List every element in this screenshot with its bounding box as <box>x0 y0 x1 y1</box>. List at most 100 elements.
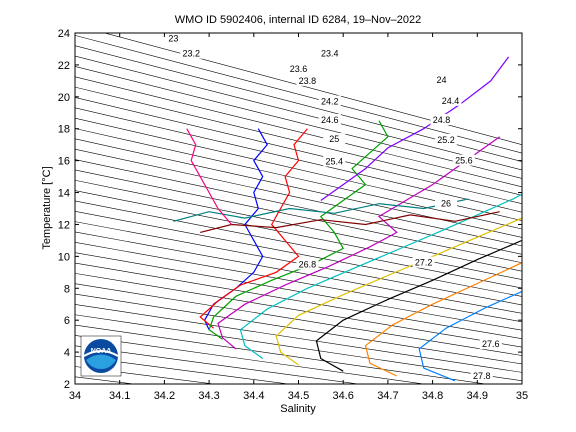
isopycnal-line <box>75 86 522 196</box>
isopycnal-line <box>75 355 291 384</box>
density-label: 26.8 <box>299 259 317 269</box>
isopycnal-line <box>75 138 522 238</box>
profile-line <box>320 56 510 201</box>
isopycnal-line <box>75 66 522 179</box>
density-label: 27.8 <box>473 371 491 381</box>
density-label-bg <box>430 74 453 86</box>
density-label-bg <box>435 197 458 209</box>
density-label-bg <box>470 370 493 382</box>
isopycnal-line <box>75 210 522 297</box>
profile-line <box>199 128 308 329</box>
x-tick-label: 34.6 <box>332 390 353 402</box>
density-label: 27.6 <box>482 339 500 349</box>
density-label-bg <box>162 32 185 44</box>
density-label: 24.8 <box>433 115 451 125</box>
isopycnal-line <box>75 231 522 314</box>
density-label: 23 <box>168 34 178 44</box>
density-label-bg <box>452 154 475 166</box>
isopycnal-line <box>75 97 522 205</box>
density-label: 23.2 <box>182 49 200 59</box>
profile-line <box>208 120 389 340</box>
isopycnal-line <box>75 190 522 280</box>
density-label-bg <box>479 338 502 350</box>
y-tick-label: 8 <box>64 283 70 295</box>
x-tick-label: 34.1 <box>109 390 130 402</box>
density-label-bg <box>412 256 435 268</box>
isopycnal-line <box>75 169 522 264</box>
density-label: 24.4 <box>442 96 460 106</box>
isopycnal-line <box>75 366 216 384</box>
isopycnal-line <box>75 335 426 384</box>
x-tick-label: 34.4 <box>243 390 264 402</box>
x-tick-label: 34.3 <box>198 390 219 402</box>
density-label: 25 <box>329 134 339 144</box>
y-tick-label: 16 <box>58 156 70 168</box>
y-tick-label: 10 <box>58 251 70 263</box>
density-label: 23.8 <box>299 76 317 86</box>
isopycnal-line <box>75 128 522 230</box>
isopycnal-line <box>75 293 522 365</box>
y-axis-label: Temperature [°C] <box>41 166 53 249</box>
density-label-bg <box>287 62 310 74</box>
density-label-bg <box>439 94 462 106</box>
isopycnal-line <box>75 55 522 171</box>
y-tick-label: 22 <box>58 60 70 72</box>
isopycnal-line <box>75 179 522 272</box>
isopycnal-line <box>75 242 522 323</box>
density-label-bg <box>296 74 319 86</box>
noaa-logo-text: NOAA <box>91 348 112 355</box>
density-label: 24 <box>437 75 447 85</box>
density-label: 24.2 <box>321 97 339 107</box>
density-label-bg <box>323 133 346 145</box>
isopycnal-line <box>75 35 522 154</box>
density-label: 27.2 <box>415 258 433 268</box>
isopycnal-line <box>75 262 522 339</box>
isopycnal-line <box>75 159 522 255</box>
isopycnal-line <box>75 148 522 247</box>
density-label: 25.2 <box>437 135 455 145</box>
y-tick-label: 6 <box>64 315 70 327</box>
isopycnal-line <box>75 314 522 382</box>
x-tick-label: 34.2 <box>154 390 175 402</box>
x-tick-label: 34.7 <box>377 390 398 402</box>
profile-line <box>364 262 522 377</box>
x-tick-label: 34.9 <box>467 390 488 402</box>
profile-line <box>217 136 501 350</box>
y-tick-label: 2 <box>64 379 70 391</box>
isopycnal-line <box>75 304 522 373</box>
y-tick-label: 24 <box>58 28 70 40</box>
density-label: 25.4 <box>325 156 343 166</box>
profile-line <box>315 239 522 372</box>
isopycnal-line <box>75 283 522 356</box>
density-label-bg <box>318 113 341 125</box>
density-label: 23.4 <box>321 49 339 59</box>
x-tick-label: 34.8 <box>422 390 443 402</box>
x-tick-label: 34.5 <box>288 390 309 402</box>
y-tick-label: 18 <box>58 124 70 136</box>
isopycnal-line <box>75 252 522 331</box>
density-label-bg <box>318 47 341 59</box>
isopycnal-line <box>75 273 522 348</box>
profile-lines <box>173 56 522 382</box>
density-label-bg <box>323 155 346 167</box>
profile-line <box>275 217 522 366</box>
x-tick-label: 35 <box>516 390 528 402</box>
y-tick-label: 14 <box>58 188 70 200</box>
chart-title: WMO ID 5902406, internal ID 6284, 19–Nov… <box>175 14 421 26</box>
x-axis-label: Salinity <box>280 403 316 415</box>
y-tick-label: 20 <box>58 92 70 104</box>
density-label: 25.6 <box>455 156 473 166</box>
density-label-bg <box>296 258 319 270</box>
density-label-bg <box>318 95 341 107</box>
density-label: 26 <box>441 199 451 209</box>
y-tick-label: 4 <box>64 347 70 359</box>
profile-line <box>173 198 469 222</box>
isopycnal-line <box>75 345 361 384</box>
density-contour-labels: 23 23.2 23.4 23.6 23.8 24 24.2 24.4 24.6 24.8 25 25… <box>162 32 502 382</box>
noaa-logo: NOAA <box>80 335 122 377</box>
density-label-bg <box>180 47 203 59</box>
profile-line <box>239 193 522 359</box>
isopycnal-lines <box>75 33 522 384</box>
